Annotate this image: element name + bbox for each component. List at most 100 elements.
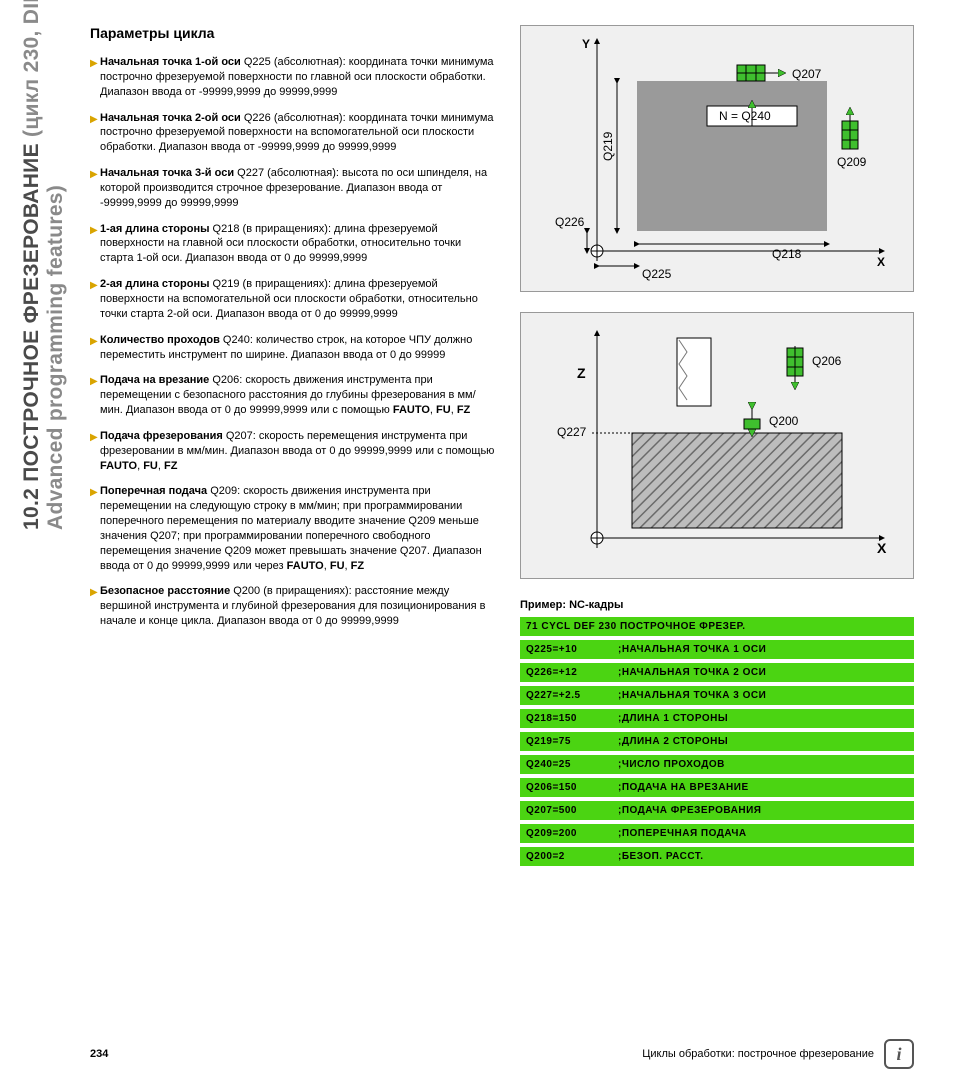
nc-row: Q218=150;ДЛИНА 1 СТОРОНЫ <box>520 707 914 730</box>
nc-row: Q219=75;ДЛИНА 2 СТОРОНЫ <box>520 730 914 753</box>
fig1-q218: Q218 <box>772 247 802 261</box>
param-item: ▶Начальная точка 2-ой оси Q226 (абсолютн… <box>90 111 495 156</box>
footer-breadcrumb: Циклы обработки: построчное фрезерование <box>642 1048 874 1060</box>
nc-cell: Q240=25 <box>520 753 612 776</box>
fig1-y-label: Y <box>582 37 590 51</box>
fig2-q206: Q206 <box>812 354 842 368</box>
bullet-icon: ▶ <box>90 279 98 293</box>
bullet-icon: ▶ <box>90 168 98 182</box>
param-item: ▶Подача фрезерования Q207: скорость пере… <box>90 429 495 474</box>
nc-cell: 71 CYCL DEF 230 ПОСТРОЧНОЕ ФРЕЗЕР. <box>520 617 914 638</box>
nc-example-title: Пример: NC-кадры <box>520 599 914 611</box>
nc-cell: ;НАЧАЛЬНАЯ ТОЧКА 3 ОСИ <box>612 684 914 707</box>
param-code: Q227 <box>237 167 264 179</box>
nc-cell: ;ПОДАЧА ФРЕЗЕРОВАНИЯ <box>612 799 914 822</box>
param-item: ▶Количество проходов Q240: количество ст… <box>90 333 495 363</box>
page-footer: 234 Циклы обработки: построчное фрезеров… <box>90 1039 914 1069</box>
nc-code-table: 71 CYCL DEF 230 ПОСТРОЧНОЕ ФРЕЗЕР.Q225=+… <box>520 617 914 870</box>
param-code: Q207 <box>226 430 253 442</box>
fig1-q219: Q219 <box>601 131 615 161</box>
param-name: Начальная точка 2-ой оси <box>100 112 241 124</box>
nc-cell: Q207=500 <box>520 799 612 822</box>
params-list: ▶Начальная точка 1-ой оси Q225 (абсолютн… <box>90 55 495 629</box>
figure-xy: Y X Q207 N = Q240 <box>520 25 914 292</box>
nc-cell: ;БЕЗОП. РАССТ. <box>612 845 914 868</box>
nc-cell: ;ЧИСЛО ПРОХОДОВ <box>612 753 914 776</box>
nc-cell: Q219=75 <box>520 730 612 753</box>
param-code: Q206 <box>212 374 239 386</box>
nc-cell: Q209=200 <box>520 822 612 845</box>
fig1-q209: Q209 <box>837 155 867 169</box>
nc-cell: ;ДЛИНА 2 СТОРОНЫ <box>612 730 914 753</box>
bullet-icon: ▶ <box>90 486 98 500</box>
param-item: ▶Поперечная подача Q209: скорость движен… <box>90 484 495 573</box>
nc-row: Q225=+10;НАЧАЛЬНАЯ ТОЧКА 1 ОСИ <box>520 638 914 661</box>
param-item: ▶1-ая длина стороны Q218 (в приращениях)… <box>90 222 495 267</box>
nc-cell: Q206=150 <box>520 776 612 799</box>
section-title-vertical: 10.2 ПОСТРОЧНОЕ ФРЕЗЕРОВАНИЕ (цикл 230, … <box>20 0 44 530</box>
param-qual: (абсолютная) <box>274 112 343 124</box>
param-qual: (абсолютная) <box>274 56 343 68</box>
fig1-q207: Q207 <box>792 67 822 81</box>
param-qual: (абсолютная) <box>267 167 336 179</box>
nc-cell: ;ПОДАЧА НА ВРЕЗАНИЕ <box>612 776 914 799</box>
fig2-x-label: X <box>877 540 887 556</box>
param-code: Q218 <box>213 223 240 235</box>
nc-cell: Q225=+10 <box>520 638 612 661</box>
fig2-z-label: Z <box>577 365 586 381</box>
nc-cell: Q226=+12 <box>520 661 612 684</box>
param-name: Начальная точка 1-ой оси <box>100 56 241 68</box>
nc-row: Q207=500;ПОДАЧА ФРЕЗЕРОВАНИЯ <box>520 799 914 822</box>
nc-row: Q200=2;БЕЗОП. РАССТ. <box>520 845 914 868</box>
section-title-main: 10.2 ПОСТРОЧНОЕ ФРЕЗЕРОВАНИЕ <box>20 137 43 530</box>
param-name: Количество проходов <box>100 334 220 346</box>
param-qual: (в приращениях) <box>243 278 328 290</box>
fig1-q226: Q226 <box>555 215 585 229</box>
param-code: Q219 <box>213 278 240 290</box>
nc-row: Q240=25;ЧИСЛО ПРОХОДОВ <box>520 753 914 776</box>
param-item: ▶Начальная точка 3-й оси Q227 (абсолютна… <box>90 166 495 211</box>
nc-cell: ;ПОПЕРЕЧНАЯ ПОДАЧА <box>612 822 914 845</box>
fig1-q225: Q225 <box>642 267 672 281</box>
param-code: Q209 <box>210 485 237 497</box>
param-name: Поперечная подача <box>100 485 207 497</box>
param-code: Q226 <box>244 112 271 124</box>
bullet-icon: ▶ <box>90 375 98 389</box>
nc-row: Q209=200;ПОПЕРЕЧНАЯ ПОДАЧА <box>520 822 914 845</box>
param-code: Q225 <box>244 56 271 68</box>
bullet-icon: ▶ <box>90 335 98 349</box>
param-qual: (в приращениях) <box>243 223 328 235</box>
param-code: Q200 <box>233 585 260 597</box>
nc-row: Q226=+12;НАЧАЛЬНАЯ ТОЧКА 2 ОСИ <box>520 661 914 684</box>
left-column: Параметры цикла ▶Начальная точка 1-ой ос… <box>90 25 495 870</box>
param-item: ▶Безопасное расстояние Q200 (в приращени… <box>90 584 495 629</box>
figure-zx: Z X Q206 Q200 <box>520 312 914 579</box>
fig1-n: N = Q240 <box>719 109 771 123</box>
param-code: Q240 <box>223 334 250 346</box>
param-name: 2-ая длина стороны <box>100 278 209 290</box>
bullet-icon: ▶ <box>90 586 98 600</box>
fig2-q200: Q200 <box>769 414 799 428</box>
param-item: ▶Подача на врезание Q206: скорость движе… <box>90 373 495 418</box>
bullet-icon: ▶ <box>90 57 98 71</box>
bullet-icon: ▶ <box>90 113 98 127</box>
nc-row: Q227=+2.5;НАЧАЛЬНАЯ ТОЧКА 3 ОСИ <box>520 684 914 707</box>
bullet-icon: ▶ <box>90 224 98 238</box>
param-name: Начальная точка 3-й оси <box>100 167 234 179</box>
nc-row: 71 CYCL DEF 230 ПОСТРОЧНОЕ ФРЕЗЕР. <box>520 617 914 638</box>
fig1-x-label: X <box>877 255 885 269</box>
section-title-grey2: Advanced programming features) <box>44 185 67 530</box>
content-columns: Параметры цикла ▶Начальная точка 1-ой ос… <box>90 25 914 870</box>
fig2-q227: Q227 <box>557 425 587 439</box>
nc-cell: Q227=+2.5 <box>520 684 612 707</box>
param-name: Подача фрезерования <box>100 430 223 442</box>
right-column: Y X Q207 N = Q240 <box>520 25 914 870</box>
page: 10.2 ПОСТРОЧНОЕ ФРЕЗЕРОВАНИЕ (цикл 230, … <box>0 0 954 1091</box>
param-name: 1-ая длина стороны <box>100 223 209 235</box>
section-title-vertical-2: Advanced programming features) <box>44 185 68 530</box>
param-name: Подача на врезание <box>100 374 209 386</box>
info-icon: i <box>884 1039 914 1069</box>
nc-cell: Q200=2 <box>520 845 612 868</box>
param-name: Безопасное расстояние <box>100 585 230 597</box>
nc-cell: Q218=150 <box>520 707 612 730</box>
